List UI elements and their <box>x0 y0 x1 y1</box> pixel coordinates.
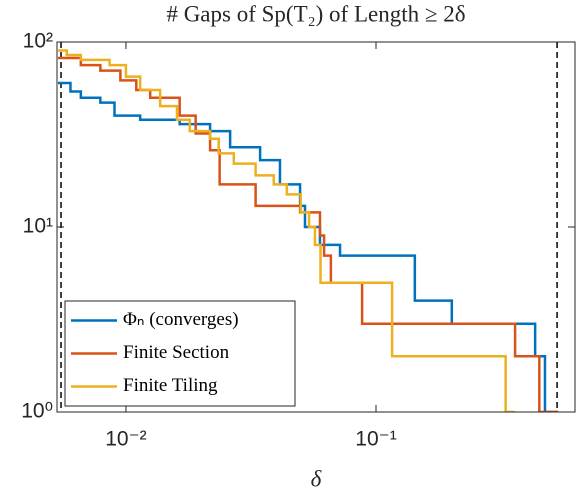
axes-box <box>56 41 576 413</box>
legend-label: Φₙ (converges) <box>123 309 239 330</box>
series-line <box>58 56 559 412</box>
series-line <box>58 49 516 412</box>
series-line <box>58 81 559 412</box>
y-tick-label: 10² <box>23 30 53 53</box>
x-tick-label: 10⁻¹ <box>355 428 396 451</box>
y-tick-label: 10¹ <box>23 215 53 238</box>
y-tick-label: 10⁰ <box>21 400 53 423</box>
x-axis-label: δ <box>311 466 322 491</box>
x-tick-label: 10⁻² <box>105 428 146 451</box>
legend-label: Finite Section <box>123 342 230 363</box>
chart-title: # Gaps of Sp(T₂) of Length ≥ 2δ <box>166 1 465 26</box>
legend-label: Finite Tiling <box>123 375 218 396</box>
legend: Φₙ (converges) Finite Section Finite Tilin… <box>64 300 296 407</box>
